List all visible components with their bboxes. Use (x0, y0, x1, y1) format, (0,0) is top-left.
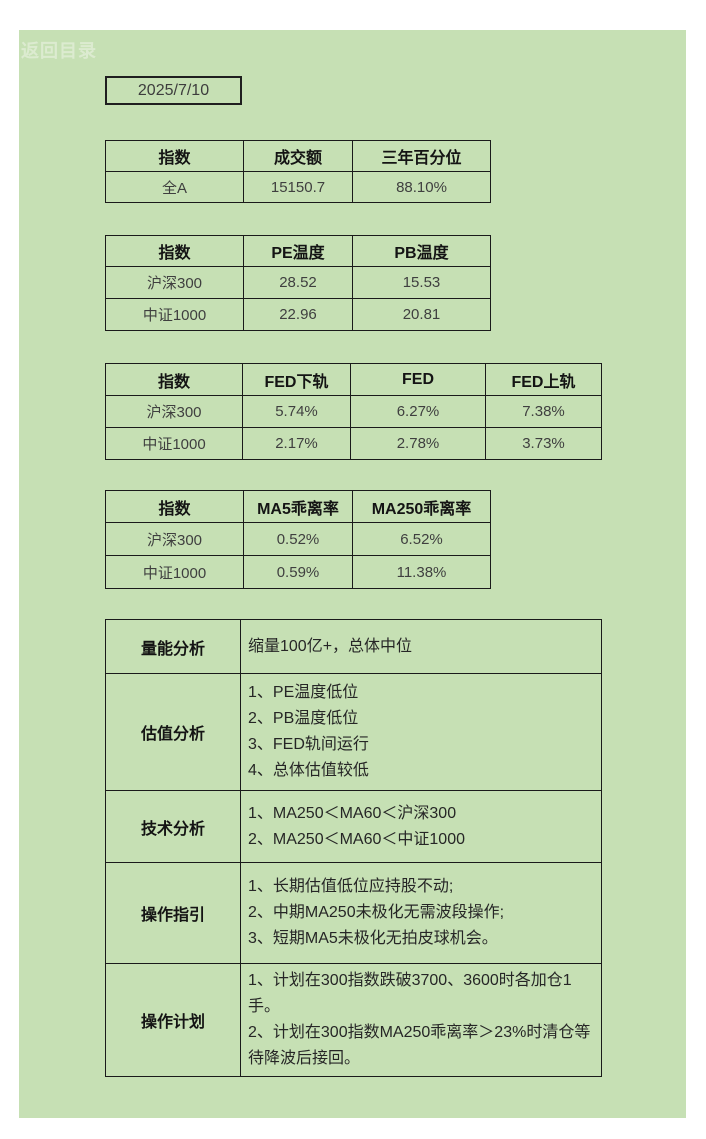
table-cell: 2.78% (350, 427, 486, 460)
column-header: PB温度 (352, 235, 491, 267)
table-row: 沪深300 5.74% 6.27% 7.38% (105, 395, 602, 428)
table-cell: 5.74% (242, 395, 351, 428)
table-cell: 2.17% (242, 427, 351, 460)
table-row: 沪深300 0.52% 6.52% (105, 522, 491, 556)
table-cell: 28.52 (243, 266, 353, 299)
analysis-row: 操作计划 1、计划在300指数跌破3700、3600时各加仓1手。 2、计划在3… (105, 963, 602, 1077)
table-cell: 22.96 (243, 298, 353, 331)
analysis-line: 2、PB温度低位 (248, 710, 359, 727)
analysis-line: 3、短期MA5未极化无拍皮球机会。 (248, 930, 498, 947)
analysis-row-content: 1、长期估值低位应持股不动; 2、中期MA250未极化无需波段操作; 3、短期M… (240, 862, 602, 964)
analysis-line: 1、计划在300指数跌破3700、3600时各加仓1手。 (248, 972, 572, 1015)
table-cell: 11.38% (352, 555, 491, 589)
table-header-row: 指数 PE温度 PB温度 (105, 235, 491, 267)
table-cell: 7.38% (485, 395, 602, 428)
analysis-row: 估值分析 1、PE温度低位 2、PB温度低位 3、FED轨间运行 4、总体估值较… (105, 673, 602, 791)
column-header: FED下轨 (242, 363, 351, 396)
analysis-row-label: 估值分析 (105, 673, 241, 791)
table-cell: 20.81 (352, 298, 491, 331)
table-cell: 沪深300 (105, 395, 243, 428)
analysis-line: 1、MA250＜MA60＜沪深300 (248, 804, 457, 822)
table-header-row: 指数 FED下轨 FED FED上轨 (105, 363, 602, 396)
temperature-table: 指数 PE温度 PB温度 沪深300 28.52 15.53 中证1000 22… (105, 235, 491, 331)
back-to-toc-link[interactable]: 返回目录 (21, 41, 97, 61)
table-cell: 15150.7 (243, 171, 353, 203)
analysis-line: 缩量100亿+，总体中位 (248, 637, 413, 655)
ma-bias-table: 指数 MA5乖离率 MA250乖离率 沪深300 0.52% 6.52% 中证1… (105, 490, 491, 589)
table-cell: 0.52% (243, 522, 353, 556)
table-cell: 中证1000 (105, 298, 244, 331)
column-header: FED上轨 (485, 363, 602, 396)
analysis-line: 4、总体估值较低 (248, 762, 369, 779)
analysis-row: 量能分析 缩量100亿+，总体中位 (105, 619, 602, 674)
table-cell: 中证1000 (105, 555, 244, 589)
table-cell: 88.10% (352, 171, 491, 203)
table-row: 全A 15150.7 88.10% (105, 171, 491, 203)
column-header: MA5乖离率 (243, 490, 353, 523)
table-cell: 全A (105, 171, 244, 203)
table-row: 中证1000 22.96 20.81 (105, 298, 491, 331)
table-cell: 中证1000 (105, 427, 243, 460)
table-header-row: 指数 成交额 三年百分位 (105, 140, 491, 172)
date-text: 2025/7/10 (137, 81, 210, 99)
analysis-row-content: 1、PE温度低位 2、PB温度低位 3、FED轨间运行 4、总体估值较低 (240, 673, 602, 791)
analysis-line: 2、计划在300指数MA250乖离率＞23%时清仓等待降波后接回。 (248, 1024, 591, 1067)
table-row: 中证1000 0.59% 11.38% (105, 555, 491, 589)
analysis-line: 3、FED轨间运行 (248, 736, 369, 753)
date-cell: 2025/7/10 (105, 76, 242, 105)
table-row: 沪深300 28.52 15.53 (105, 266, 491, 299)
analysis-row-label: 技术分析 (105, 790, 241, 863)
analysis-line: 1、PE温度低位 (248, 684, 359, 701)
column-header: 指数 (105, 363, 243, 396)
table-cell: 0.59% (243, 555, 353, 589)
analysis-row: 技术分析 1、MA250＜MA60＜沪深300 2、MA250＜MA60＜中证1… (105, 790, 602, 863)
column-header: 指数 (105, 140, 244, 172)
column-header: 三年百分位 (352, 140, 491, 172)
table-cell: 6.27% (350, 395, 486, 428)
table-cell: 沪深300 (105, 522, 244, 556)
table-cell: 6.52% (352, 522, 491, 556)
analysis-table: 量能分析 缩量100亿+，总体中位 估值分析 1、PE温度低位 2、PB温度低位… (105, 619, 602, 1077)
analysis-row-label: 操作计划 (105, 963, 241, 1077)
analysis-line: 2、MA250＜MA60＜中证1000 (248, 830, 465, 848)
analysis-row-content: 1、MA250＜MA60＜沪深300 2、MA250＜MA60＜中证1000 (240, 790, 602, 863)
column-header: 指数 (105, 235, 244, 267)
fed-table: 指数 FED下轨 FED FED上轨 沪深300 5.74% 6.27% 7.3… (105, 363, 602, 460)
analysis-line: 2、中期MA250未极化无需波段操作; (248, 904, 505, 921)
table-header-row: 指数 MA5乖离率 MA250乖离率 (105, 490, 491, 523)
column-header: MA250乖离率 (352, 490, 491, 523)
table-cell: 3.73% (485, 427, 602, 460)
analysis-row-content: 缩量100亿+，总体中位 (240, 619, 602, 674)
table-cell: 15.53 (352, 266, 491, 299)
column-header: FED (350, 363, 486, 396)
table-row: 中证1000 2.17% 2.78% 3.73% (105, 427, 602, 460)
sheet-background: 返回目录 2025/7/10 指数 成交额 三年百分位 全A 15150.7 8… (19, 30, 686, 1118)
table-cell: 沪深300 (105, 266, 244, 299)
analysis-line: 1、长期估值低位应持股不动; (248, 878, 454, 895)
analysis-row-label: 量能分析 (105, 619, 241, 674)
column-header: 成交额 (243, 140, 353, 172)
analysis-row-label: 操作指引 (105, 862, 241, 964)
column-header: 指数 (105, 490, 244, 523)
analysis-row-content: 1、计划在300指数跌破3700、3600时各加仓1手。 2、计划在300指数M… (240, 963, 602, 1077)
turnover-table: 指数 成交额 三年百分位 全A 15150.7 88.10% (105, 140, 491, 203)
column-header: PE温度 (243, 235, 353, 267)
analysis-row: 操作指引 1、长期估值低位应持股不动; 2、中期MA250未极化无需波段操作; … (105, 862, 602, 964)
